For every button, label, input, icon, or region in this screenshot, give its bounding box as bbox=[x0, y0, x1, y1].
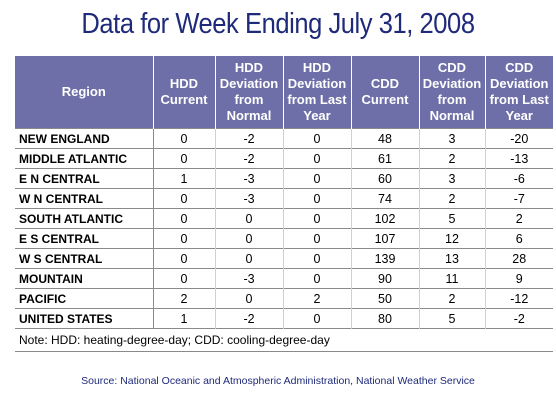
value-cell: 0 bbox=[215, 228, 284, 249]
value-cell: 2 bbox=[283, 288, 352, 309]
value-cell: 1 bbox=[153, 168, 216, 189]
region-cell: PACIFIC bbox=[15, 288, 154, 309]
value-cell: 48 bbox=[351, 128, 420, 149]
table-row: UNITED STATES 1 -2 0 80 5 -2 bbox=[15, 308, 553, 329]
value-cell: 139 bbox=[351, 248, 420, 269]
region-cell: NEW ENGLAND bbox=[15, 128, 154, 149]
region-cell: W N CENTRAL bbox=[15, 188, 154, 209]
table-row: W S CENTRAL 0 0 0 139 13 28 bbox=[15, 248, 553, 269]
value-cell: 0 bbox=[215, 208, 284, 229]
value-cell: 12 bbox=[419, 228, 486, 249]
value-cell: 80 bbox=[351, 308, 420, 329]
table-row: E N CENTRAL 1 -3 0 60 3 -6 bbox=[15, 168, 553, 189]
value-cell: 9 bbox=[485, 268, 553, 289]
value-cell: 102 bbox=[351, 208, 420, 229]
note-row: Note: HDD: heating-degree-day; CDD: cool… bbox=[15, 328, 553, 352]
value-cell: 0 bbox=[283, 168, 352, 189]
value-cell: 3 bbox=[419, 168, 486, 189]
value-cell: 2 bbox=[419, 188, 486, 209]
column-header: Region bbox=[15, 56, 154, 129]
table-header: Region HDD Current HDD Deviation from Normal HD… bbox=[15, 56, 553, 129]
value-cell: 0 bbox=[283, 268, 352, 289]
table-row: SOUTH ATLANTIC 0 0 0 102 5 2 bbox=[15, 208, 553, 229]
table-note: Note: HDD: heating-degree-day; CDD: cool… bbox=[15, 328, 553, 352]
column-header: HDD Deviation from Normal bbox=[215, 56, 284, 129]
value-cell: 28 bbox=[485, 248, 553, 269]
value-cell: -7 bbox=[485, 188, 553, 209]
value-cell: 11 bbox=[419, 268, 486, 289]
table-row: NEW ENGLAND 0 -2 0 48 3 -20 bbox=[15, 128, 553, 149]
column-header: CDD Deviation from Normal bbox=[419, 56, 486, 129]
value-cell: -13 bbox=[485, 148, 553, 169]
region-cell: W S CENTRAL bbox=[15, 248, 154, 269]
value-cell: 74 bbox=[351, 188, 420, 209]
value-cell: 13 bbox=[419, 248, 486, 269]
value-cell: -2 bbox=[215, 128, 284, 149]
value-cell: -3 bbox=[215, 168, 284, 189]
column-header: HDD Current bbox=[153, 56, 216, 129]
value-cell: -12 bbox=[485, 288, 553, 309]
table-body: NEW ENGLAND 0 -2 0 48 3 -20 MIDDLE ATLANTIC 0 -2 0… bbox=[15, 128, 553, 329]
region-cell: UNITED STATES bbox=[15, 308, 154, 329]
value-cell: 2 bbox=[485, 208, 553, 229]
value-cell: -2 bbox=[215, 148, 284, 169]
value-cell: 0 bbox=[153, 128, 216, 149]
table-row: E S CENTRAL 0 0 0 107 12 6 bbox=[15, 228, 553, 249]
table-row: PACIFIC 2 0 2 50 2 -12 bbox=[15, 288, 553, 309]
region-cell: MIDDLE ATLANTIC bbox=[15, 148, 154, 169]
value-cell: -2 bbox=[485, 308, 553, 329]
value-cell: 5 bbox=[419, 208, 486, 229]
value-cell: 2 bbox=[419, 288, 486, 309]
value-cell: -3 bbox=[215, 188, 284, 209]
value-cell: 0 bbox=[215, 248, 284, 269]
data-table-container: Region HDD Current HDD Deviation from Normal HD… bbox=[15, 56, 553, 352]
column-header: CDD Current bbox=[351, 56, 420, 129]
region-cell: SOUTH ATLANTIC bbox=[15, 208, 154, 229]
value-cell: 107 bbox=[351, 228, 420, 249]
value-cell: -3 bbox=[215, 268, 284, 289]
source-credit: Source: National Oceanic and Atmospheric… bbox=[81, 375, 475, 387]
region-cell: MOUNTAIN bbox=[15, 268, 154, 289]
table-row: W N CENTRAL 0 -3 0 74 2 -7 bbox=[15, 188, 553, 209]
value-cell: 2 bbox=[419, 148, 486, 169]
value-cell: 90 bbox=[351, 268, 420, 289]
value-cell: 0 bbox=[283, 188, 352, 209]
value-cell: 3 bbox=[419, 128, 486, 149]
value-cell: 6 bbox=[485, 228, 553, 249]
value-cell: -2 bbox=[215, 308, 284, 329]
value-cell: 0 bbox=[153, 148, 216, 169]
weather-data-table: Region HDD Current HDD Deviation from Normal HD… bbox=[15, 56, 553, 352]
value-cell: 0 bbox=[283, 208, 352, 229]
value-cell: 0 bbox=[283, 128, 352, 149]
value-cell: 0 bbox=[283, 148, 352, 169]
value-cell: -20 bbox=[485, 128, 553, 149]
value-cell: 2 bbox=[153, 288, 216, 309]
value-cell: 0 bbox=[283, 248, 352, 269]
header-row: Region HDD Current HDD Deviation from Normal HD… bbox=[15, 56, 553, 129]
value-cell: 50 bbox=[351, 288, 420, 309]
value-cell: 0 bbox=[153, 268, 216, 289]
table-row: MOUNTAIN 0 -3 0 90 11 9 bbox=[15, 268, 553, 289]
value-cell: 1 bbox=[153, 308, 216, 329]
value-cell: 0 bbox=[153, 188, 216, 209]
value-cell: 0 bbox=[283, 308, 352, 329]
value-cell: 60 bbox=[351, 168, 420, 189]
value-cell: 0 bbox=[153, 208, 216, 229]
page-title: Data for Week Ending July 31, 2008 bbox=[81, 8, 475, 40]
region-cell: E N CENTRAL bbox=[15, 168, 154, 189]
column-header: HDD Deviation from Last Year bbox=[283, 56, 352, 129]
value-cell: -6 bbox=[485, 168, 553, 189]
value-cell: 61 bbox=[351, 148, 420, 169]
value-cell: 0 bbox=[153, 248, 216, 269]
value-cell: 0 bbox=[283, 228, 352, 249]
value-cell: 5 bbox=[419, 308, 486, 329]
region-cell: E S CENTRAL bbox=[15, 228, 154, 249]
table-row: MIDDLE ATLANTIC 0 -2 0 61 2 -13 bbox=[15, 148, 553, 169]
column-header: CDD Deviation from Last Year bbox=[485, 56, 553, 129]
value-cell: 0 bbox=[153, 228, 216, 249]
value-cell: 0 bbox=[215, 288, 284, 309]
